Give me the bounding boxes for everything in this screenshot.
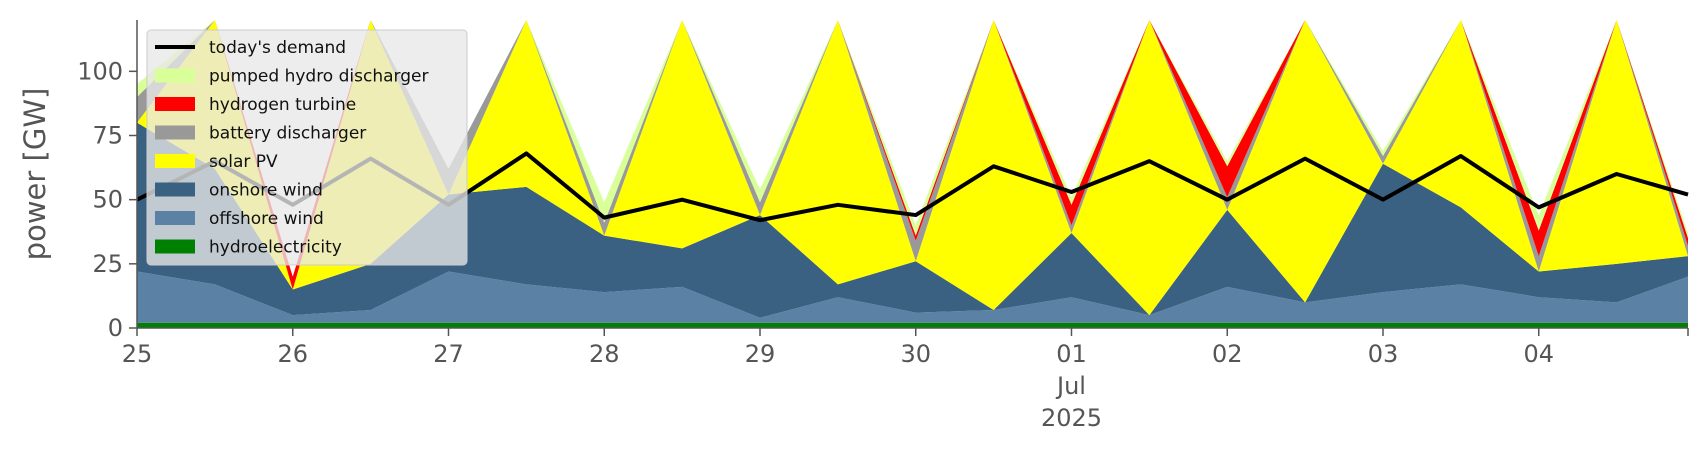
x-tick-label-4: 29 xyxy=(745,340,776,368)
legend: today's demand pumped hydro discharger hyd… xyxy=(146,29,468,266)
legend-swatch-3 xyxy=(155,125,195,140)
x-axis: 25 26 27 28 29 30 01 Jul 2025 02 03 04 xyxy=(122,328,1689,432)
area-series-3 xyxy=(137,20,1688,316)
x-tick-label-3: 28 xyxy=(589,340,620,368)
area-series-6 xyxy=(137,20,1688,277)
x-tick-label-8: 03 xyxy=(1368,340,1399,368)
x-tick-label-1: 26 xyxy=(277,340,308,368)
y-axis: 0 25 50 75 100 xyxy=(77,57,137,342)
legend-label-2: hydrogen turbine xyxy=(209,95,356,115)
area-series-0 xyxy=(137,322,1688,328)
x-tick-label-6: 01 xyxy=(1056,340,1087,368)
y-tick-label-0: 0 xyxy=(108,314,123,342)
x-tick-label-5: 30 xyxy=(900,340,931,368)
y-tick-label-2: 50 xyxy=(92,186,123,214)
legend-label-3: battery discharger xyxy=(209,124,366,144)
y-tick-label-3: 75 xyxy=(92,122,123,150)
legend-swatch-4 xyxy=(155,154,195,168)
legend-label-1: pumped hydro discharger xyxy=(209,67,428,87)
y-tick-label-1: 25 xyxy=(92,250,123,278)
x-tick-label-7: 02 xyxy=(1212,340,1243,368)
legend-swatch-2 xyxy=(155,97,195,111)
legend-swatch-7 xyxy=(155,239,195,254)
legend-swatch-1 xyxy=(155,68,195,83)
x-tick-sublabel-6-0: Jul xyxy=(1055,372,1086,400)
x-tick-sublabel-6-1: 2025 xyxy=(1041,404,1102,432)
legend-label-7: hydroelectricity xyxy=(209,238,342,258)
x-tick-label-0: 25 xyxy=(122,340,153,368)
legend-swatch-5 xyxy=(155,182,195,197)
legend-swatch-6 xyxy=(155,211,195,225)
y-tick-label-4: 100 xyxy=(77,57,123,85)
area-series-1 xyxy=(137,271,1688,323)
y-axis-title: power [GW] xyxy=(18,88,52,261)
x-tick-label-2: 27 xyxy=(433,340,464,368)
legend-label-4: solar PV xyxy=(209,152,278,172)
area-series-4 xyxy=(137,20,1688,290)
x-tick-label-9: 04 xyxy=(1523,340,1554,368)
legend-label-0: today's demand xyxy=(209,38,346,58)
legend-box xyxy=(146,29,468,266)
legend-label-6: offshore wind xyxy=(209,209,324,229)
legend-label-5: onshore wind xyxy=(209,181,323,201)
area-layer xyxy=(137,20,1688,328)
area-series-2 xyxy=(137,122,1688,318)
